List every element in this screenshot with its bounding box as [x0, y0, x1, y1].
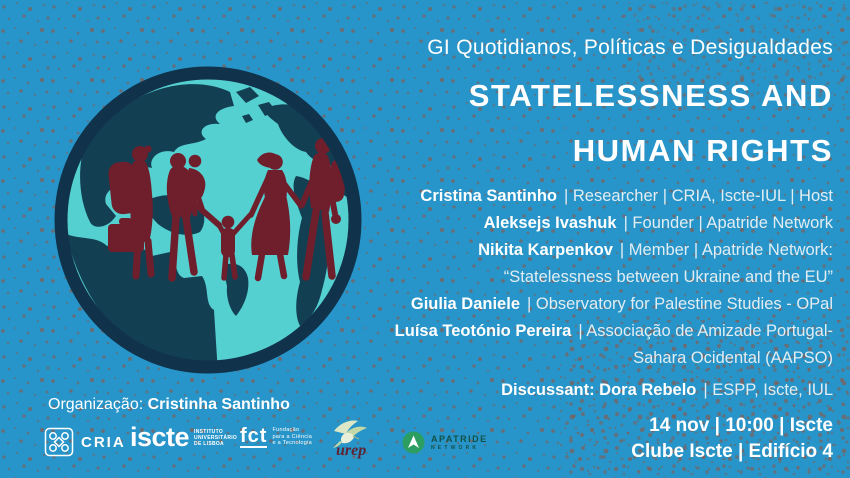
speaker-details: | Observatory for Palestine Studies - OP… — [527, 295, 833, 313]
speaker-line: Aleksejs Ivashuk | Founder | Apatride Net… — [193, 210, 833, 237]
logos-row: CRIA iscte INSTITUTO UNIVERSITÁRIO DE LI… — [0, 415, 560, 475]
cria-wordmark: CRIA — [81, 433, 126, 451]
speaker-details: | Member | Apatride Network: — [619, 241, 833, 259]
schedule-location: Clube Iscte | Edifício 4 — [631, 441, 833, 462]
fct-logo: fct Fundação para a Ciência e a Tecnolog… — [240, 426, 312, 448]
iscte-logo: iscte INSTITUTO UNIVERSITÁRIO DE LISBOA — [130, 422, 237, 453]
event-schedule: 14 nov | 10:00 | Iscte Clube Iscte | Edi… — [193, 413, 833, 465]
event-title-line1: STATELESSNESS AND — [468, 78, 833, 113]
speaker-line: Nikita Karpenkov | Member | Apatride Netw… — [193, 237, 833, 264]
globe-ring — [54, 66, 362, 374]
speaker-name: Cristina Santinho — [420, 187, 557, 205]
figure-adult-carrying-child — [166, 153, 222, 282]
figure-woman-dress — [248, 152, 304, 282]
speaker-details: | Associação de Amizade Portugal- — [578, 322, 833, 340]
organization-label: Organização: — [48, 396, 144, 413]
discussant-name: Discussant: Dora Rebelo — [501, 381, 697, 399]
organization-credit: Organização: Cristinha Santinho — [48, 395, 290, 415]
urep-logo: urep — [324, 415, 388, 467]
event-title: STATELESSNESS AND HUMAN RIGHTS — [193, 68, 833, 178]
figure-child — [216, 212, 253, 281]
iscte-wordmark: iscte — [130, 422, 190, 452]
speaker-line: Luísa Teotónio Pereira | Associação de Am… — [193, 318, 833, 345]
event-info-column: GI Quotidianos, Políticas e Desigualdade… — [193, 35, 833, 465]
cria-logo: CRIA — [44, 427, 126, 457]
event-title-line2: HUMAN RIGHTS — [572, 133, 833, 168]
speaker-line: Giulia Daniele | Observatory for Palestin… — [193, 291, 833, 318]
speakers-list: Cristina Santinho | Researcher | CRIA, Is… — [193, 183, 833, 372]
hummingbird-icon — [333, 420, 367, 448]
urep-wordmark: urep — [336, 442, 367, 459]
fct-subtitle: Fundação para a Ciência e a Tecnologia — [272, 427, 313, 447]
speaker-line: Cristina Santinho | Researcher | CRIA, Is… — [193, 183, 833, 210]
speaker-talk-title: “Statelessness between Ukraine and the E… — [503, 268, 833, 286]
iscte-subtitle: INSTITUTO UNIVERSITÁRIO DE LISBOA — [194, 428, 238, 447]
fct-wordmark: fct — [240, 425, 268, 448]
discussant-line: Discussant: Dora Rebelo | ESPP, Iscte, IU… — [193, 377, 833, 404]
discussant-details: | ESPP, Iscte, IUL — [703, 381, 833, 399]
apatride-icon — [402, 431, 425, 454]
refugee-family-silhouettes — [108, 138, 348, 282]
apatride-network-logo: APATRIDE NETWORK — [402, 431, 488, 454]
apatride-wordmark: APATRIDE NETWORK — [431, 434, 488, 451]
speaker-details: | Researcher | CRIA, Iscte-IUL | Host — [564, 187, 833, 205]
speaker-details: | Founder | Apatride Network — [623, 214, 833, 232]
figure-woman-suitcase — [108, 145, 155, 280]
speaker-name: Aleksejs Ivashuk — [483, 214, 617, 232]
speaker-name: Luísa Teotónio Pereira — [394, 322, 572, 340]
cria-pattern-icon — [44, 427, 74, 457]
globe-illustration — [52, 64, 364, 376]
schedule-datetime: 14 nov | 10:00 | Iscte — [649, 415, 833, 436]
research-group-name: GI Quotidianos, Políticas e Desigualdade… — [427, 36, 833, 59]
speaker-name: Giulia Daniele — [410, 295, 520, 313]
speaker-name: Nikita Karpenkov — [478, 241, 613, 259]
organizer-name: Cristinha Santinho — [147, 396, 290, 413]
speaker-line-continuation: Sahara Ocidental (AAPSO) — [633, 349, 833, 367]
